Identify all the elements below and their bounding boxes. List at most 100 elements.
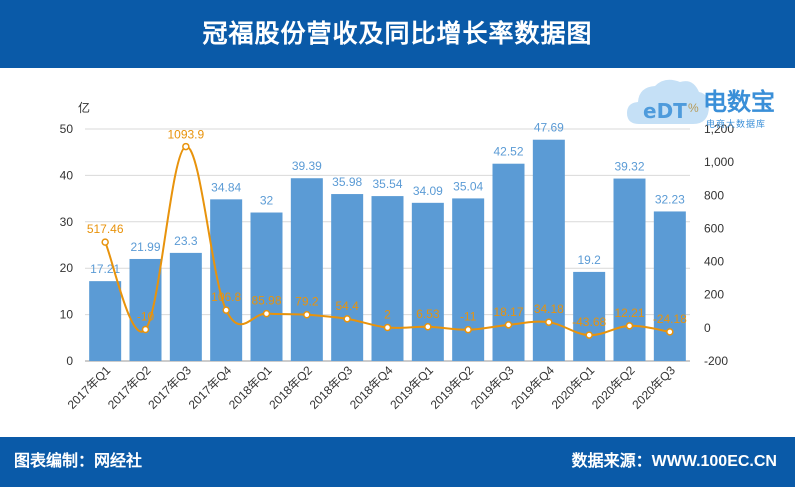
line-value-label: 54.4 xyxy=(335,299,359,313)
x-tick-label: 2017年Q2 xyxy=(105,363,154,412)
line-value-label: 1093.9 xyxy=(167,128,204,142)
bar-value-label: 47.69 xyxy=(534,121,564,135)
bar-value-label: 35.04 xyxy=(453,179,483,193)
y-left-tick-label: 20 xyxy=(60,261,74,275)
cloud-logo-icon: eDT xyxy=(627,79,709,124)
bar xyxy=(532,139,565,361)
line-value-label: 34.18 xyxy=(534,302,564,316)
line-value-label: 6.53 xyxy=(416,307,440,321)
x-tick-label: 2020年Q1 xyxy=(549,363,598,412)
line-value-label: -24.18 xyxy=(653,312,687,326)
footer-source: 数据来源：WWW.100EC.CN xyxy=(571,453,777,470)
line-point xyxy=(504,321,513,329)
bar-value-label: 23.3 xyxy=(174,234,198,248)
x-tick-label: 2018年Q4 xyxy=(347,363,396,412)
x-tick-label: 2019年Q2 xyxy=(428,363,477,412)
logo-name: 电数宝 xyxy=(703,88,775,116)
y-left-tick-label: 50 xyxy=(60,122,74,136)
bar-value-label: 32.23 xyxy=(655,192,685,206)
bar-value-label: 35.98 xyxy=(332,175,362,189)
page-title: 冠福股份营收及同比增长率数据图 xyxy=(202,20,593,48)
line-value-label: -11 xyxy=(460,310,477,324)
bar-value-label: 32 xyxy=(260,194,274,208)
logo-subtitle: 电商大数据库 xyxy=(706,120,767,130)
y-right-tick-label: 1,000 xyxy=(704,155,734,169)
y-right-tick-label: -200 xyxy=(704,354,728,368)
bar-value-label: 39.39 xyxy=(292,159,322,173)
bar xyxy=(492,163,525,361)
line-value-label: -10 xyxy=(137,310,155,324)
logo-icon-text: eDT xyxy=(643,99,687,123)
y-left-tick-label: 0 xyxy=(66,354,73,368)
x-tick-label: 2018年Q2 xyxy=(266,363,315,412)
bar xyxy=(89,281,122,361)
line-value-label: 12.21 xyxy=(614,306,644,320)
line-point xyxy=(222,306,230,314)
bar-value-label: 34.84 xyxy=(211,180,241,194)
header-bar: 冠福股份营收及同比增长率数据图 xyxy=(0,0,795,68)
line-value-label: 517.46 xyxy=(87,222,124,236)
bar xyxy=(331,194,364,361)
bar xyxy=(573,271,606,361)
line-point xyxy=(383,323,392,332)
line-value-label: 79.2 xyxy=(295,295,319,309)
x-tick-label: 2019年Q1 xyxy=(387,363,436,412)
bar xyxy=(250,212,283,361)
bar xyxy=(129,258,162,361)
line-point xyxy=(303,310,311,319)
line-value-label: 85.98 xyxy=(251,294,281,308)
y-right-tick-label: 400 xyxy=(704,255,724,269)
y-right-tick-label: 1,200 xyxy=(704,122,734,136)
line-point xyxy=(585,331,593,339)
x-tick-label: 2017年Q3 xyxy=(145,363,194,412)
footer-bar: 图表编制：网经社 数据来源：WWW.100EC.CN xyxy=(0,437,795,487)
y-left-tick-label: 30 xyxy=(60,215,74,229)
bar xyxy=(210,199,243,361)
line-point xyxy=(424,323,432,331)
line-value-label: 106.8 xyxy=(211,290,241,304)
line-value-label: 18.17 xyxy=(493,305,523,319)
line-point xyxy=(625,322,634,330)
y-right-tick-label: 600 xyxy=(704,221,724,235)
y-left-unit-label: 亿 xyxy=(78,100,90,115)
line-point xyxy=(545,318,553,326)
y-right-tick-label: 200 xyxy=(704,288,724,302)
y-right-tick-label: 0 xyxy=(704,321,711,335)
line-point xyxy=(464,325,472,334)
y-right-unit-label: % xyxy=(688,101,699,115)
line-point xyxy=(141,325,150,334)
x-tick-label: 2020年Q3 xyxy=(629,363,678,412)
bar-value-label: 34.09 xyxy=(413,184,443,198)
y-left-tick-label: 40 xyxy=(60,168,74,182)
bar xyxy=(452,198,485,361)
y-left-tick-label: 10 xyxy=(60,308,74,322)
bar xyxy=(411,202,444,361)
x-tick-label: 2020年Q2 xyxy=(589,363,638,412)
bar-value-label: 19.2 xyxy=(577,253,601,267)
line-point xyxy=(666,328,674,336)
line-point xyxy=(182,142,190,151)
x-tick-label: 2018年Q1 xyxy=(226,363,275,412)
bar xyxy=(290,178,323,361)
x-tick-label: 2017年Q4 xyxy=(186,363,235,412)
bar-value-label: 21.99 xyxy=(130,240,160,254)
bar xyxy=(653,211,686,361)
revenue-growth-chart: 0 10 20 30 40 50 亿 -200 0 200 400 600 800 1,000 1,200%… xyxy=(60,100,735,412)
x-tick-label: 2019年Q3 xyxy=(468,363,517,412)
line-point xyxy=(101,238,109,246)
y-right-tick-label: 800 xyxy=(704,188,724,202)
line-point xyxy=(343,315,351,323)
bar-value-label: 39.32 xyxy=(614,160,644,174)
line-value-label: -43.68 xyxy=(572,315,606,329)
bar-value-label: 35.54 xyxy=(372,177,402,191)
bar-value-label: 42.52 xyxy=(493,145,523,159)
bar xyxy=(371,196,404,361)
x-tick-label: 2018年Q3 xyxy=(307,363,356,412)
bar xyxy=(613,178,646,361)
x-tick-label: 2017年Q1 xyxy=(65,363,114,412)
line-point xyxy=(262,309,271,318)
footer-credit: 图表编制：网经社 xyxy=(14,453,143,470)
line-value-label: 2 xyxy=(384,308,391,322)
bar xyxy=(169,252,202,361)
x-tick-label: 2019年Q4 xyxy=(508,363,557,412)
